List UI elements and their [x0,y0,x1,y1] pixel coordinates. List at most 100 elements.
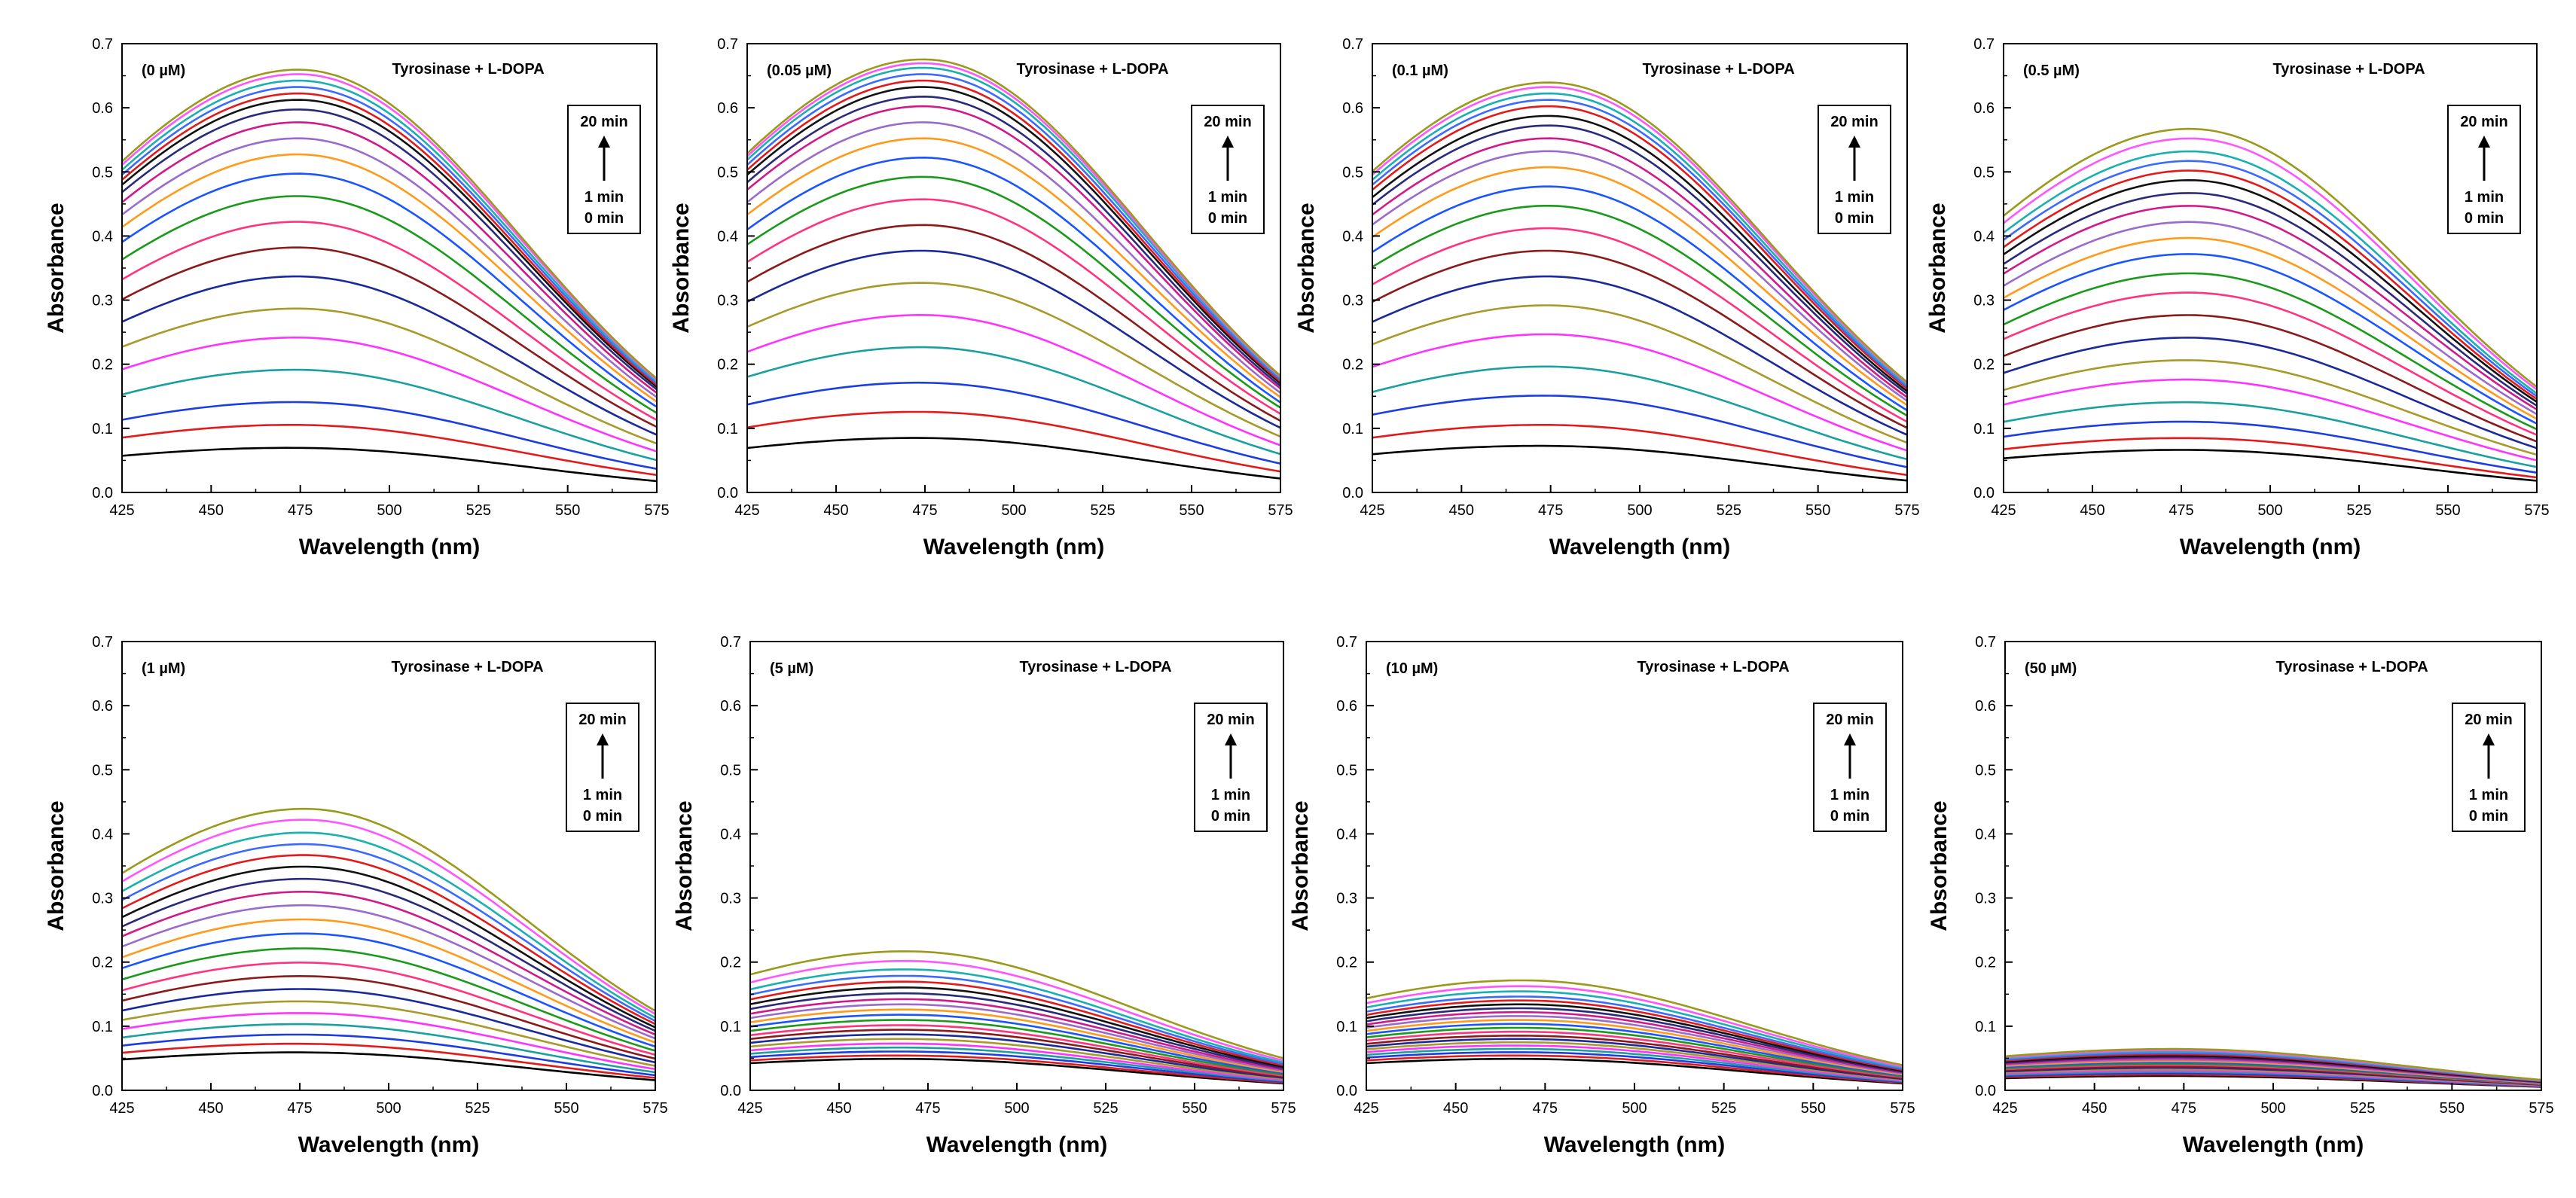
y-axis-title: Absorbance [1294,203,1319,333]
series-line-17min [1372,99,1908,388]
y-tick-label: 0.0 [92,1083,113,1099]
time-legend: 20 min 1 min 0 min [1818,105,1891,234]
arrow-head-icon [1844,733,1856,745]
x-tick-label: 475 [1538,502,1563,519]
series-line-20min [121,807,656,1012]
y-tick-label: 0.3 [92,891,113,907]
y-tick-label: 0.3 [717,293,738,309]
y-tick-label: 0.5 [1336,762,1357,779]
series-line-9min [121,947,656,1052]
series-line-8min [121,221,658,421]
series-line-0min [121,1051,656,1081]
legend-bottom-label: 0 min [1835,210,1874,227]
y-tick-label: 0.1 [1973,421,1995,437]
legend-mid-label: 1 min [584,189,624,206]
series-line-11min [1372,166,1908,407]
y-tick-label: 0.0 [717,485,738,501]
series-line-6min [121,988,656,1064]
legend-bottom-label: 0 min [2469,808,2508,825]
concentration-label: (5 µM) [770,660,813,677]
y-tick-label: 0.5 [1975,762,1996,779]
series-line-2min [749,1050,1284,1083]
series-group [2003,127,2538,482]
series-line-13min [121,891,656,1036]
y-tick-label: 0.3 [1342,293,1363,309]
series-line-10min [1372,185,1908,412]
series-line-1min [1372,423,1908,477]
series-line-1min [121,1042,656,1079]
x-tick-label: 500 [1627,502,1652,519]
series-line-0min [749,1057,1284,1085]
x-axis-title: Wavelength (nm) [298,1132,480,1157]
series-line-5min [749,1038,1284,1081]
series-line-11min [121,918,656,1044]
series-line-13min [746,105,1281,390]
legend-mid-label: 1 min [1835,189,1874,206]
y-tick-label: 0.6 [92,100,113,117]
series-line-8min [2003,291,2538,436]
series-line-8min [749,1024,1284,1077]
y-tick-label: 0.1 [92,421,113,437]
y-tick-label: 0.7 [1975,634,1996,651]
series-line-2min [1372,395,1908,468]
y-tick-label: 0.2 [1973,357,1995,373]
arrow-head-icon [2478,136,2490,148]
x-tick-label: 525 [466,502,491,519]
y-tick-label: 0.5 [717,164,738,181]
series-line-13min [1366,1011,1903,1074]
enzyme-substrate-annotation: Tyrosinase + L-DOPA [1637,659,1790,675]
legend-top-label: 20 min [580,114,627,130]
series-line-4min [121,336,658,453]
y-tick-label: 0.6 [1342,100,1363,117]
series-line-16min [121,854,656,1026]
y-tick-label: 0.4 [1342,228,1363,245]
time-legend: 20 min 1 min 0 min [566,703,639,832]
series-line-6min [1372,275,1908,436]
series-line-14min [749,992,1284,1069]
series-line-18min [2003,150,2538,395]
enzyme-substrate-annotation: Tyrosinase + L-DOPA [392,61,545,78]
enzyme-substrate-annotation: Tyrosinase + L-DOPA [2276,659,2428,675]
concentration-label: (50 µM) [2025,660,2077,677]
concentration-label: (10 µM) [1386,660,1438,677]
x-tick-label: 475 [1533,1100,1558,1117]
y-tick-label: 0.6 [1975,698,1996,715]
legend-top-label: 20 min [1207,712,1254,728]
series-line-13min [1372,137,1908,398]
series-line-1min [749,1054,1284,1084]
series-line-5min [1372,304,1908,444]
series-line-9min [749,1019,1284,1076]
series-line-6min [2003,337,2538,450]
series-line-8min [1366,1030,1903,1078]
series-line-18min [121,831,656,1019]
legend-mid-label: 1 min [2465,189,2504,206]
series-line-16min [1372,105,1908,390]
x-tick-label: 450 [2082,1100,2107,1117]
series-line-8min [1372,227,1908,423]
arrow-head-icon [597,733,609,745]
legend-bottom-label: 0 min [1830,808,1869,825]
series-line-0min [746,437,1281,480]
series-line-5min [121,1000,656,1067]
y-tick-label: 0.3 [720,891,741,907]
series-line-12min [121,137,658,398]
panel-6: 425 450 475 500 525 550 575 0.0 0.1 0.2 0.3 0.4 0.5 0… [672,634,1296,1157]
x-tick-label: 550 [1801,1100,1826,1117]
x-tick-label: 550 [554,1100,578,1117]
x-tick-label: 450 [1449,502,1474,519]
concentration-label: (0.1 µM) [1392,62,1448,79]
series-line-4min [2003,378,2538,462]
x-tick-label: 525 [1090,502,1115,519]
series-line-18min [1366,990,1903,1069]
x-tick-label: 525 [1717,502,1741,519]
series-line-10min [749,1014,1284,1075]
series-line-20min [1372,81,1908,383]
series-line-2min [121,1033,656,1077]
panel-4: 425 450 475 500 525 550 575 0.0 0.1 0.2 0.3 0.4 0.5 0… [1925,36,2550,559]
y-tick-label: 0.7 [720,634,741,651]
y-tick-label: 0.1 [717,421,738,437]
series-line-4min [121,1012,656,1071]
x-tick-label: 575 [2529,1100,2553,1117]
concentration-label: (1 µM) [142,660,185,677]
arrow-head-icon [598,136,610,148]
